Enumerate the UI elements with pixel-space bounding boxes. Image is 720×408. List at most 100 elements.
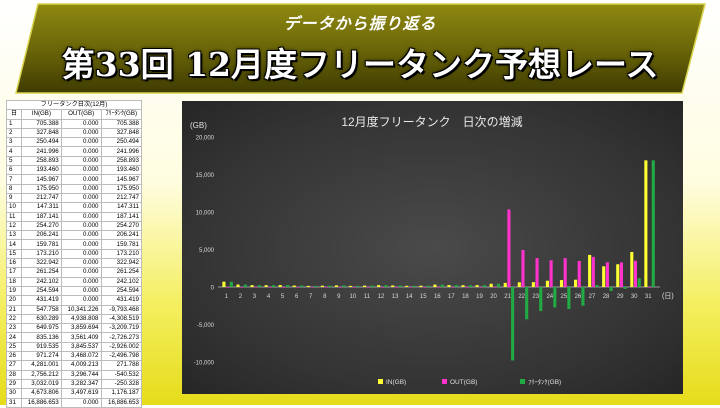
cell-out: 3,282.347 bbox=[60, 378, 102, 390]
x-tick-label: 7 bbox=[309, 294, 313, 300]
bar-freetank-day-14 bbox=[412, 285, 416, 287]
bar-out-day-4 bbox=[268, 287, 272, 288]
x-tick-label: 12 bbox=[378, 294, 385, 300]
cell-out: 0.000 bbox=[60, 183, 102, 194]
cell-out: 10,341.226 bbox=[60, 304, 102, 315]
bar-freetank-day-3 bbox=[257, 285, 262, 287]
cell-in: 322.942 bbox=[21, 258, 62, 269]
cell-out: 0.000 bbox=[60, 285, 102, 297]
bar-in-day-19 bbox=[475, 285, 479, 287]
cell-freetank: -2,726.273 bbox=[100, 332, 142, 343]
table-row: 29 3,032.019 3,282.347 -250.328 bbox=[6, 378, 142, 390]
cell-freetank: 206.241 bbox=[100, 230, 142, 241]
cell-out: 0.000 bbox=[60, 137, 102, 148]
bar-freetank-day-1 bbox=[229, 281, 233, 287]
bar-freetank-day-23 bbox=[539, 287, 543, 312]
y-tick-label: 10,000 bbox=[196, 211, 215, 217]
cell-day: 4 bbox=[6, 146, 22, 157]
bar-in-day-23 bbox=[531, 282, 535, 287]
table-row: 19 254.594 0.000 254.594 bbox=[6, 285, 142, 297]
bar-in-day-25 bbox=[559, 280, 564, 287]
chart-title: 12月度フリータンク 日次の増減 bbox=[341, 114, 522, 129]
table-row: 10 147.311 0.000 147.311 bbox=[6, 202, 142, 213]
bar-out-day-3 bbox=[254, 287, 258, 288]
x-tick-label: 29 bbox=[617, 294, 624, 300]
bar-out-day-23 bbox=[535, 258, 539, 287]
x-tick-label: 30 bbox=[631, 294, 638, 300]
table-row: 13 206.241 0.000 206.241 bbox=[6, 230, 142, 241]
cell-freetank: 705.388 bbox=[100, 118, 142, 129]
cell-freetank: 254.594 bbox=[100, 285, 142, 297]
table-row: 24 835.136 3,561.409 -2,726.273 bbox=[6, 332, 142, 343]
cell-freetank: -9,793.468 bbox=[100, 304, 142, 315]
bar-out-day-17 bbox=[451, 287, 455, 288]
cell-in: 971.274 bbox=[21, 350, 62, 362]
cell-in: 2,756.212 bbox=[21, 369, 62, 380]
table-row: 5 258.893 0.000 258.893 bbox=[6, 155, 142, 167]
cell-freetank: 16,886.653 bbox=[100, 397, 142, 408]
bar-out-day-8 bbox=[324, 287, 328, 288]
cell-in: 159.781 bbox=[21, 239, 62, 250]
bar-in-day-21 bbox=[503, 282, 507, 287]
bar-out-day-12 bbox=[380, 287, 384, 288]
cell-out: 0.000 bbox=[60, 174, 102, 185]
cell-out: 3,296.744 bbox=[60, 369, 102, 380]
x-tick-label: 20 bbox=[490, 294, 497, 300]
bar-in-day-28 bbox=[602, 266, 606, 287]
cell-in: 241.996 bbox=[21, 146, 62, 157]
cell-freetank: 173.210 bbox=[100, 248, 142, 260]
bar-freetank-day-13 bbox=[398, 285, 402, 287]
x-tick-label: 1 bbox=[225, 294, 229, 300]
bar-out-day-26 bbox=[577, 260, 581, 287]
cell-day: 2 bbox=[6, 127, 22, 139]
bar-out-day-21 bbox=[507, 209, 511, 287]
table-header-in: IN(GB) bbox=[21, 109, 62, 120]
x-tick-label: 6 bbox=[295, 294, 299, 300]
cell-day: 29 bbox=[6, 378, 22, 390]
table-row: 30 4,673.806 3,497.619 1,176.187 bbox=[6, 388, 142, 399]
x-tick-label: 31 bbox=[645, 294, 652, 300]
y-tick-label: 20,000 bbox=[196, 136, 215, 142]
table-row: 23 649.975 3,859.694 -3,209.719 bbox=[6, 323, 142, 334]
daily-change-chart: 12月度フリータンク 日次の増減 (GB) -10,000 -5,000 0 5,000 1… bbox=[190, 114, 674, 386]
x-tick-label: 27 bbox=[589, 294, 596, 300]
bar-freetank-day-17 bbox=[454, 285, 458, 287]
table-row: 9 212.747 0.000 212.747 bbox=[6, 192, 142, 204]
cell-day: 21 bbox=[6, 304, 22, 315]
y-tick-label: 5,000 bbox=[199, 248, 215, 254]
cell-freetank: 258.893 bbox=[100, 155, 142, 167]
bar-in-day-3 bbox=[250, 285, 254, 287]
cell-out: 0.000 bbox=[60, 397, 102, 408]
cell-out: 0.000 bbox=[60, 118, 102, 129]
bar-freetank-day-30 bbox=[637, 278, 641, 287]
cell-out: 0.000 bbox=[60, 239, 102, 250]
cell-out: 4,938.808 bbox=[60, 313, 102, 325]
bar-in-day-30 bbox=[630, 251, 634, 287]
bar-in-day-9 bbox=[334, 285, 339, 287]
cell-day: 19 bbox=[6, 285, 22, 297]
bar-out-day-25 bbox=[563, 258, 567, 287]
cell-in: 4,281.001 bbox=[21, 360, 62, 371]
cell-out: 0.000 bbox=[60, 165, 102, 176]
cell-in: 173.210 bbox=[21, 248, 62, 260]
cell-day: 14 bbox=[6, 239, 22, 250]
y-tick-label: -10,000 bbox=[194, 361, 215, 367]
cell-in: 649.975 bbox=[21, 323, 62, 334]
cell-day: 9 bbox=[6, 192, 22, 204]
cell-out: 0.000 bbox=[60, 230, 102, 241]
bar-out-day-9 bbox=[338, 287, 342, 288]
bar-out-day-15 bbox=[422, 287, 427, 288]
cell-day: 16 bbox=[6, 258, 22, 269]
bar-out-day-29 bbox=[619, 262, 623, 287]
cell-day: 13 bbox=[6, 230, 22, 241]
header-title: 第33回 12月度フリータンク予想レース bbox=[61, 45, 659, 84]
cell-in: 242.102 bbox=[21, 276, 62, 287]
bar-freetank-day-27 bbox=[595, 284, 599, 287]
cell-in: 547.758 bbox=[21, 304, 62, 315]
bar-out-day-10 bbox=[352, 287, 356, 288]
table-row: 18 242.102 0.000 242.102 bbox=[6, 276, 142, 287]
cell-freetank: 322.942 bbox=[100, 258, 142, 269]
cell-day: 17 bbox=[6, 267, 22, 278]
table-row: 17 261.254 0.000 261.254 bbox=[6, 267, 142, 278]
table-row: 4 241.996 0.000 241.996 bbox=[6, 146, 142, 157]
